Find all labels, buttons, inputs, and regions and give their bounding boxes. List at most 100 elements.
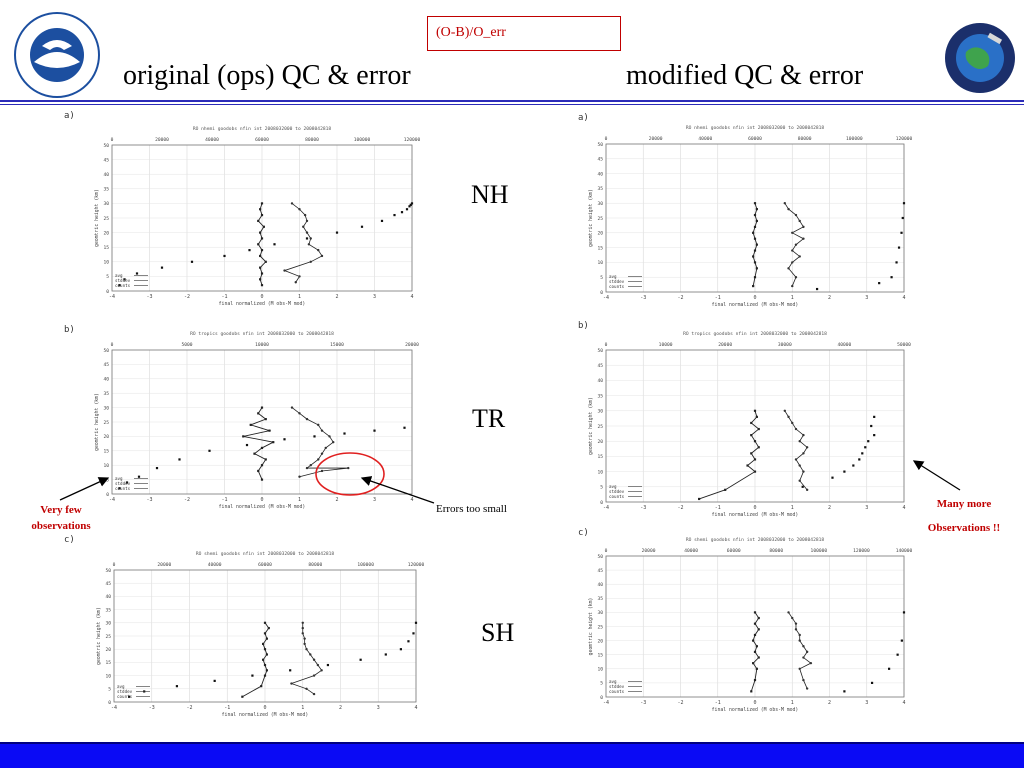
series-stddev-line bbox=[291, 407, 349, 478]
series-avg-line bbox=[698, 410, 760, 500]
x-axis-label: final normalized (M obs-M mod) bbox=[712, 512, 799, 518]
point-counts bbox=[878, 282, 881, 285]
y-tick-label: 35 bbox=[103, 391, 109, 397]
point-avg bbox=[753, 611, 757, 614]
point-counts bbox=[405, 208, 409, 211]
very-few-observations-note: Very few observations bbox=[14, 502, 108, 534]
y-tick-label: 35 bbox=[597, 393, 603, 399]
y-tick-label: 50 bbox=[105, 568, 111, 574]
point-avg bbox=[262, 642, 265, 646]
legend-entry: stddev bbox=[115, 481, 131, 486]
legend-entry: avg bbox=[115, 273, 123, 278]
point-avg bbox=[272, 441, 275, 444]
point-stddev bbox=[791, 421, 794, 425]
chart-title: RO shemi goodobs nfin int 2008032000 to … bbox=[686, 537, 825, 543]
point-avg bbox=[264, 418, 267, 421]
point-avg bbox=[752, 662, 755, 665]
top-tick-label: 120000 bbox=[853, 548, 870, 554]
point-counts bbox=[393, 213, 396, 217]
point-stddev bbox=[309, 653, 312, 656]
y-tick-label: 15 bbox=[105, 660, 111, 666]
top-tick-label: 20000 bbox=[649, 136, 663, 142]
point-stddev bbox=[328, 435, 331, 438]
legend-entry: stddev bbox=[609, 684, 625, 689]
legend-entry: avg bbox=[117, 684, 125, 689]
point-stddev bbox=[298, 412, 301, 415]
point-avg bbox=[698, 497, 701, 501]
top-tick-label: 60000 bbox=[748, 136, 762, 142]
y-tick-label: 40 bbox=[597, 582, 603, 588]
point-counts bbox=[213, 679, 216, 682]
panel-label: a) bbox=[64, 111, 75, 121]
top-tick-label: 100000 bbox=[846, 136, 863, 142]
series-stddev-line bbox=[283, 203, 323, 283]
point-avg bbox=[265, 637, 268, 640]
point-avg bbox=[263, 621, 267, 624]
point-avg bbox=[260, 213, 264, 217]
point-stddev bbox=[802, 237, 805, 240]
top-tick-label: 80000 bbox=[798, 136, 812, 142]
x-tick-label: 1 bbox=[298, 497, 301, 503]
top-tick-label: 15000 bbox=[330, 342, 344, 348]
point-counts bbox=[137, 475, 141, 478]
x-tick-label: -4 bbox=[109, 497, 115, 503]
point-avg bbox=[752, 639, 755, 642]
point-avg bbox=[750, 690, 753, 693]
x-tick-label: 0 bbox=[260, 294, 263, 300]
point-counts bbox=[123, 278, 126, 281]
y-tick-label: 5 bbox=[600, 275, 603, 281]
point-counts bbox=[867, 440, 870, 443]
x-tick-label: 3 bbox=[373, 294, 376, 300]
point-counts bbox=[190, 260, 194, 263]
point-counts bbox=[864, 446, 867, 449]
point-avg bbox=[264, 260, 267, 263]
top-tick-label: 60000 bbox=[258, 562, 272, 568]
y-tick-label: 0 bbox=[106, 492, 109, 498]
y-tick-label: 20 bbox=[597, 638, 603, 644]
point-stddev bbox=[303, 213, 307, 217]
panel-label: a) bbox=[578, 113, 589, 123]
series-avg-line bbox=[243, 407, 275, 480]
panel-label: b) bbox=[578, 321, 589, 331]
point-avg bbox=[267, 626, 270, 630]
legend-entry: avg bbox=[115, 476, 123, 481]
top-tick-label: 100000 bbox=[357, 562, 374, 568]
footer-bar bbox=[0, 742, 1024, 768]
y-tick-label: 45 bbox=[597, 157, 603, 163]
point-stddev bbox=[283, 269, 286, 272]
y-tick-label: 10 bbox=[103, 463, 109, 469]
x-tick-label: -3 bbox=[146, 497, 152, 503]
point-stddev bbox=[307, 243, 311, 246]
point-avg bbox=[265, 669, 268, 672]
point-stddev bbox=[320, 429, 324, 432]
point-avg bbox=[753, 202, 757, 205]
point-stddev bbox=[332, 440, 335, 444]
point-avg bbox=[757, 446, 760, 449]
x-tick-label: 0 bbox=[753, 295, 756, 301]
x-tick-label: -1 bbox=[221, 294, 227, 300]
y-tick-label: 40 bbox=[103, 377, 109, 383]
point-avg bbox=[262, 225, 265, 228]
y-tick-label: 30 bbox=[103, 201, 109, 207]
point-avg bbox=[755, 219, 758, 223]
y-tick-label: 15 bbox=[103, 449, 109, 455]
point-avg bbox=[259, 208, 262, 211]
point-avg bbox=[753, 678, 757, 682]
point-counts bbox=[801, 485, 804, 488]
point-stddev bbox=[305, 219, 309, 223]
point-avg bbox=[750, 452, 753, 455]
point-counts bbox=[900, 231, 903, 234]
y-tick-label: 40 bbox=[103, 172, 109, 178]
point-avg bbox=[257, 219, 260, 223]
y-tick-label: 25 bbox=[105, 634, 111, 640]
point-avg bbox=[755, 415, 758, 418]
point-counts bbox=[128, 695, 131, 698]
y-tick-label: 40 bbox=[597, 171, 603, 177]
y-axis-label: geomtric height (km) bbox=[588, 598, 594, 656]
point-stddev bbox=[301, 621, 304, 624]
x-tick-label: 3 bbox=[865, 505, 868, 511]
many-more-line2: Observations !! bbox=[927, 522, 1001, 534]
point-avg bbox=[268, 429, 271, 432]
point-stddev bbox=[303, 637, 306, 640]
point-counts bbox=[178, 458, 181, 461]
